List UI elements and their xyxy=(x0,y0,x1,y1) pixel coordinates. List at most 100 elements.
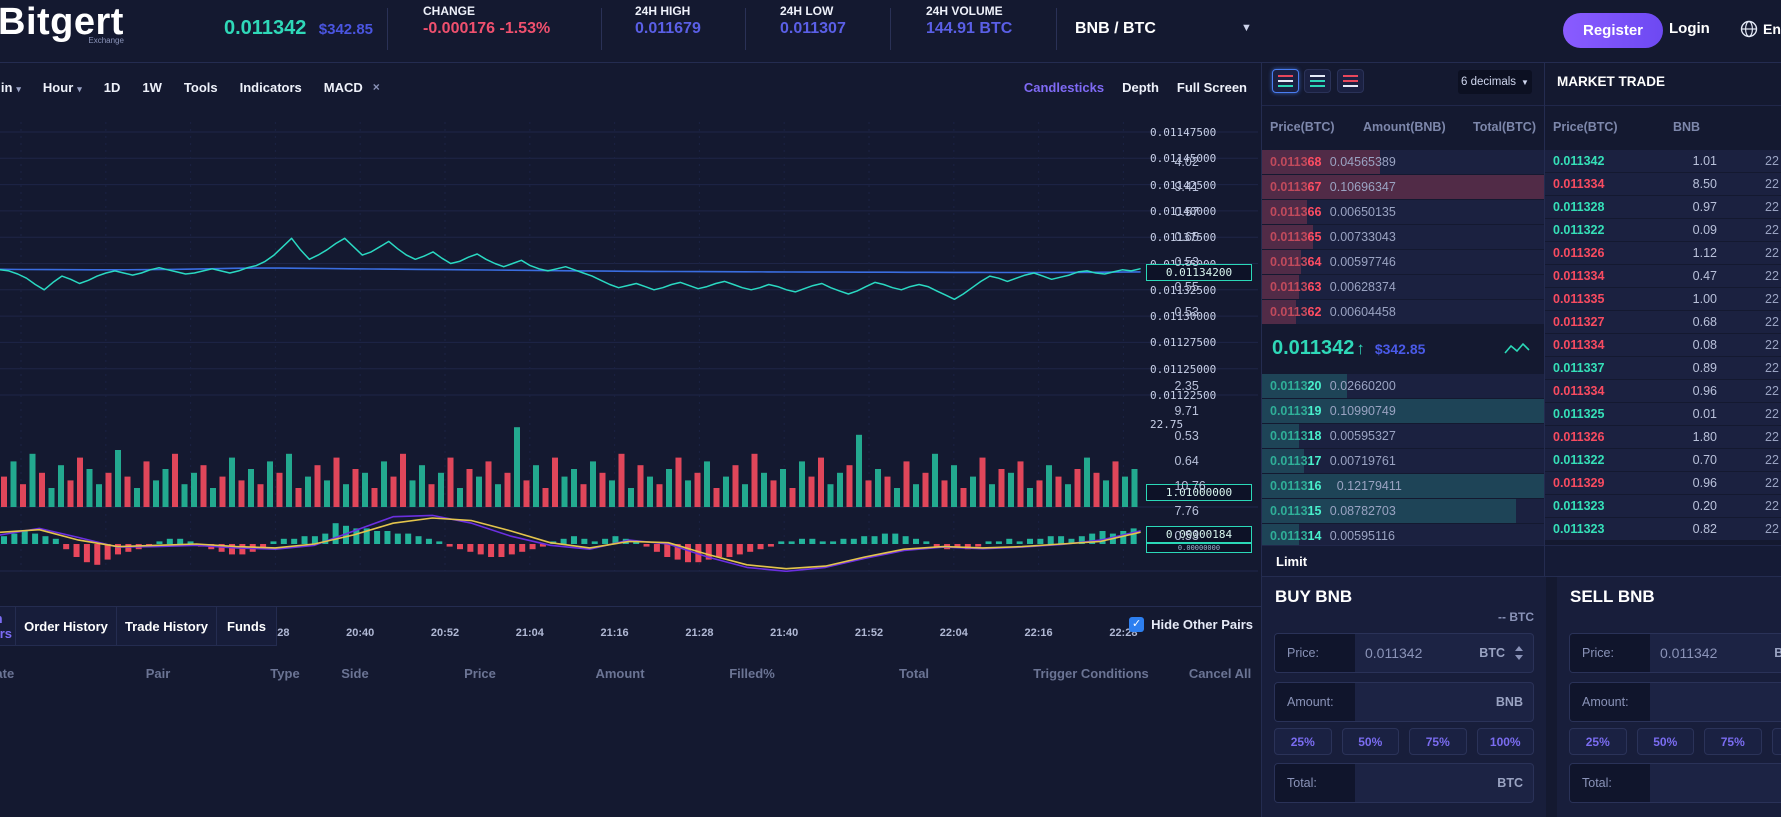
trade-time: 22 xyxy=(1765,522,1779,536)
percent-button-50[interactable]: 50% xyxy=(1636,728,1694,755)
buy-total-field[interactable]: Total: BTC xyxy=(1274,763,1534,803)
trade-price: 0.011322 xyxy=(1553,223,1605,237)
trade-amount: 0.08 xyxy=(1692,338,1717,352)
orderbook-ask-row[interactable]: 0.011366 0.57 0.00650135 xyxy=(1174,200,1544,224)
sell-amount-field[interactable]: Amount: BNB xyxy=(1569,682,1781,722)
market-trade-row[interactable]: 0.011334 0.47 22 xyxy=(1545,265,1781,287)
trade-price: 0.011323 xyxy=(1553,522,1605,536)
toolbar-tools[interactable]: Tools xyxy=(183,79,218,95)
percent-button-50[interactable]: 50% xyxy=(1341,728,1399,755)
percent-button-25[interactable]: 25% xyxy=(1569,728,1627,755)
buy-price-field[interactable]: Price: 0.011342 BTC xyxy=(1274,633,1534,673)
market-trade-row[interactable]: 0.011327 0.68 22 xyxy=(1545,311,1781,333)
tab-limit[interactable]: Limit xyxy=(1276,554,1308,569)
market-trade-row[interactable]: 0.011325 0.01 22 xyxy=(1545,403,1781,425)
sparkline-icon[interactable] xyxy=(1504,342,1530,356)
book-view-both-icon[interactable] xyxy=(1272,69,1299,93)
orderbook-ask-row[interactable]: 0.011367 9.41 0.10696347 xyxy=(1174,175,1544,199)
market-trade-row[interactable]: 0.011323 0.20 22 xyxy=(1545,495,1781,517)
orderbook-ask-row[interactable]: 0.011365 0.65 0.00733043 xyxy=(1174,225,1544,249)
orderbook-bid-row[interactable]: 0.011319 9.71 0.10990749 xyxy=(1174,399,1544,423)
market-trade-row[interactable]: 0.011334 0.96 22 xyxy=(1545,380,1781,402)
orderbook-ask-row[interactable]: 0.011364 0.53 0.00597746 xyxy=(1174,250,1544,274)
logo[interactable]: Bitgert Exchange xyxy=(0,2,124,45)
price-stepper[interactable] xyxy=(1515,646,1523,660)
sell-price-input[interactable]: 0.011342 xyxy=(1660,645,1718,661)
tab-open-orders[interactable]: Open Orders xyxy=(0,607,16,646)
toolbar-1d[interactable]: 1D xyxy=(103,79,121,95)
book-price: 0.011367 xyxy=(1270,180,1322,194)
pair-selector[interactable]: BNB / BTC ▼ xyxy=(1075,20,1261,38)
language-switcher[interactable]: English xyxy=(1740,20,1781,38)
orderbook-bid-row[interactable]: 0.011316 10.76 0.12179411 xyxy=(1174,474,1544,498)
orderbook-ask-row[interactable]: 0.011363 0.55 0.00628374 xyxy=(1174,275,1544,299)
book-price: 0.011314 xyxy=(1270,529,1322,543)
market-trade-row[interactable]: 0.011326 1.12 22 xyxy=(1545,242,1781,264)
book-view-bids-icon[interactable] xyxy=(1304,69,1331,93)
step-down-icon[interactable] xyxy=(1515,655,1523,660)
trade-amount: 0.20 xyxy=(1692,499,1717,513)
market-trade-row[interactable]: 0.011326 1.80 22 xyxy=(1545,426,1781,448)
percent-button-25[interactable]: 25% xyxy=(1274,728,1332,755)
orderbook-ask-row[interactable]: 0.011368 4.02 0.04565389 xyxy=(1174,150,1544,174)
chart-toolbar: Min▾ Hour▾ 1D 1W Tools Indicators MACD× Candle… xyxy=(0,62,1261,112)
market-trade-row[interactable]: 0.011323 0.82 22 xyxy=(1545,518,1781,540)
orders-col-cancel-all[interactable]: Cancel All xyxy=(1188,666,1252,681)
buy-amount-field[interactable]: Amount: BNB xyxy=(1274,682,1534,722)
orderbook-ask-row[interactable]: 0.011362 0.53 0.00604458 xyxy=(1174,300,1544,324)
view-candlesticks[interactable]: Candlesticks xyxy=(1023,79,1105,95)
tab-trade-history[interactable]: Trade History xyxy=(117,607,217,646)
market-trade-row[interactable]: 0.011322 0.09 22 xyxy=(1545,219,1781,241)
percent-button-100[interactable]: 100% xyxy=(1476,728,1534,755)
chevron-down-icon: ▼ xyxy=(1521,77,1529,87)
market-trade-row[interactable]: 0.011342 1.01 22 xyxy=(1545,150,1781,172)
indicator-remove-icon[interactable]: × xyxy=(372,80,380,94)
market-trade-row[interactable]: 0.011335 1.00 22 xyxy=(1545,288,1781,310)
market-trade-row[interactable]: 0.011334 0.08 22 xyxy=(1545,334,1781,356)
hide-other-pairs-toggle[interactable]: ✓ Hide Other Pairs xyxy=(1129,617,1253,632)
market-trade-row[interactable]: 0.011329 0.96 22 xyxy=(1545,472,1781,494)
market-trade-row[interactable]: 0.011337 0.89 22 xyxy=(1545,357,1781,379)
orderbook-bid-row[interactable]: 0.011318 0.53 0.00595327 xyxy=(1174,424,1544,448)
percent-button-75[interactable]: 75% xyxy=(1409,728,1467,755)
book-price: 0.011366 xyxy=(1270,205,1322,219)
trade-price: 0.011323 xyxy=(1553,499,1605,513)
orders-col-date: Date xyxy=(0,666,15,681)
indicator-chip-macd[interactable]: MACD × xyxy=(323,79,380,95)
login-button[interactable]: Login xyxy=(1669,20,1710,37)
book-total: 0.00595116 xyxy=(1329,529,1395,543)
sell-total-field[interactable]: Total: BTC xyxy=(1569,763,1781,803)
sell-price-field[interactable]: Price: 0.011342 BTC xyxy=(1569,633,1781,673)
trade-amount: 1.01 xyxy=(1692,154,1717,168)
book-view-asks-icon[interactable] xyxy=(1337,69,1364,93)
percent-button-100[interactable]: 100% xyxy=(1771,728,1781,755)
current-price-row[interactable]: 0.011342 ↑ $342.85 xyxy=(1262,325,1544,372)
price-chart[interactable]: 0.01147500 0.01145000 0.01142500 0.01140000… xyxy=(0,112,1261,639)
toolbar-1w[interactable]: 1W xyxy=(142,79,162,95)
percent-button-75[interactable]: 75% xyxy=(1704,728,1762,755)
buy-price-input[interactable]: 0.011342 xyxy=(1365,645,1423,661)
orderbook-bid-row[interactable]: 0.011315 7.76 0.08782703 xyxy=(1174,499,1544,523)
view-full-screen[interactable]: Full Screen xyxy=(1176,79,1247,95)
register-button[interactable]: Register xyxy=(1563,13,1663,48)
orderbook-bid-row[interactable]: 0.011314 0.53 0.00595116 xyxy=(1174,524,1544,548)
book-amount: 0.53 xyxy=(1174,429,1199,443)
step-up-icon[interactable] xyxy=(1515,646,1523,651)
toolbar-hour[interactable]: Hour ▾ xyxy=(42,79,82,95)
market-trade-row[interactable]: 0.011322 0.70 22 xyxy=(1545,449,1781,471)
buy-form: BUY BNB -- BTC Price: 0.011342 BTC Amoun… xyxy=(1262,577,1546,817)
view-depth[interactable]: Depth xyxy=(1122,79,1159,95)
header-divider xyxy=(387,8,388,50)
trade-time: 22 xyxy=(1765,223,1779,237)
market-trade-row[interactable]: 0.011328 0.97 22 xyxy=(1545,196,1781,218)
tab-order-history[interactable]: Order History xyxy=(16,607,117,646)
market-trade-row[interactable]: 0.011334 8.50 22 xyxy=(1545,173,1781,195)
orderbook-bid-row[interactable]: 0.011320 2.35 0.02660200 xyxy=(1174,374,1544,398)
toolbar-indicators[interactable]: Indicators xyxy=(239,79,302,95)
tab-funds[interactable]: Funds xyxy=(217,607,277,646)
decimals-selector[interactable]: 6 decimals ▼ xyxy=(1458,70,1532,94)
top-header: Bitgert Exchange 0.011342 $342.85 CHANGE… xyxy=(0,0,1781,63)
orderbook-bid-row[interactable]: 0.011317 0.64 0.00719761 xyxy=(1174,449,1544,473)
sell-amount-label: Amount: xyxy=(1570,683,1650,721)
toolbar-min[interactable]: Min▾ xyxy=(0,79,21,95)
